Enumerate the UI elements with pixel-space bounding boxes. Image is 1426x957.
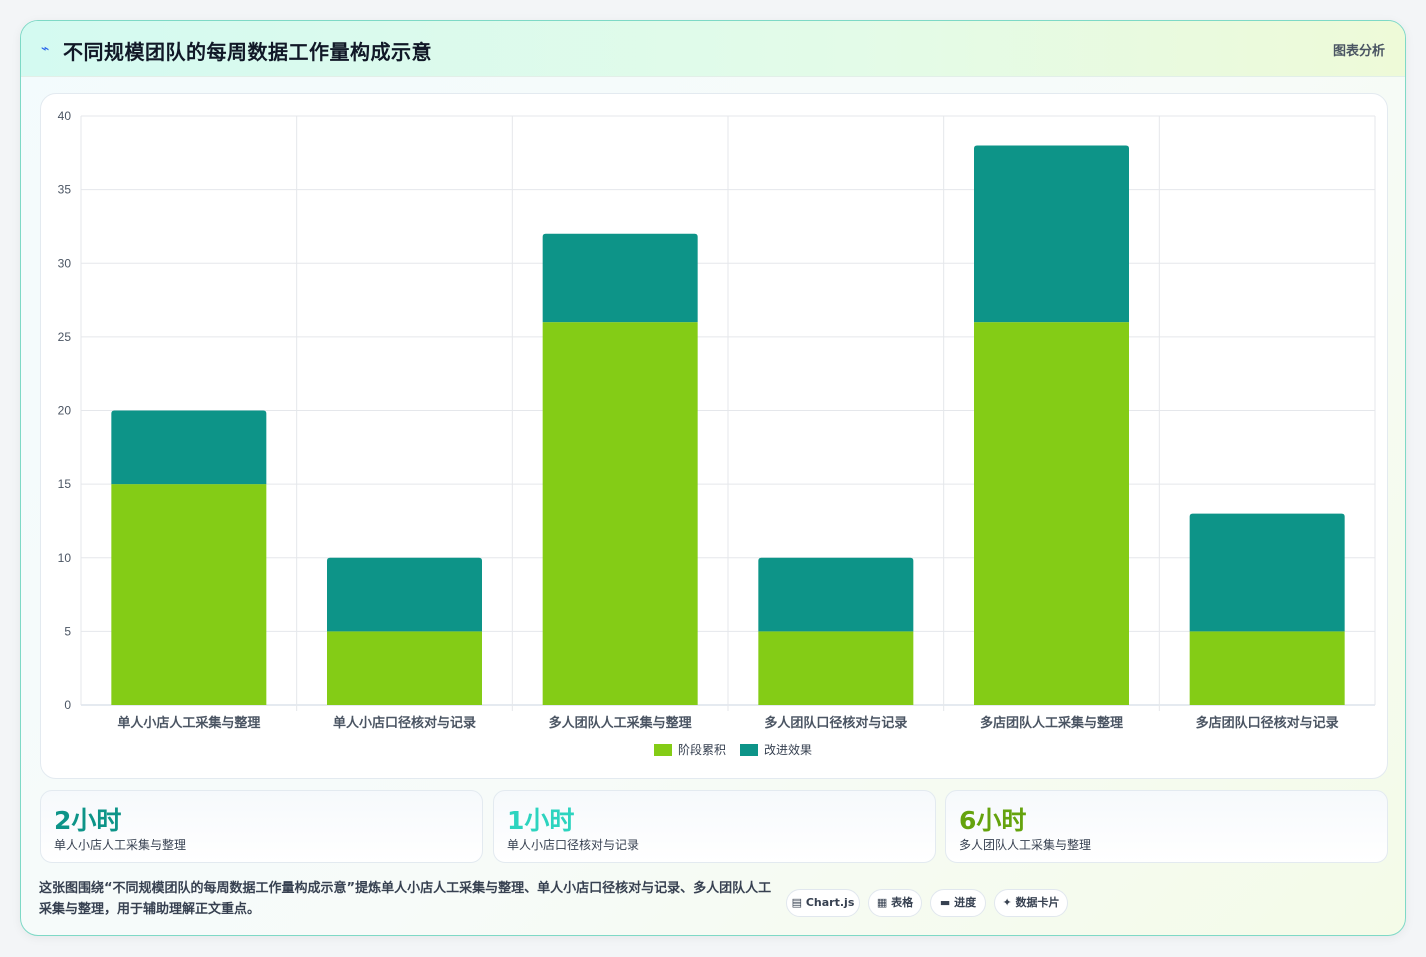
stacked-bar-chart: 0 5 10 15 20 25 30 35 40 单人小店人工采集与整理 单人小店口径核对与记录 多人… bbox=[58, 109, 1376, 757]
bar-segment-1 bbox=[758, 631, 914, 705]
tag-label: 数据卡片 bbox=[1015, 896, 1060, 909]
bar-segment-1 bbox=[1189, 631, 1345, 705]
bar-segment-2 bbox=[327, 557, 482, 632]
tag-label: 表格 bbox=[891, 896, 914, 909]
x-tick-label: 多店团队人工采集与整理 bbox=[980, 715, 1123, 730]
bar-segment-2 bbox=[542, 233, 698, 323]
chart-icon: ▤ bbox=[791, 896, 803, 909]
bar-segment-2 bbox=[758, 557, 914, 632]
kpi-value: 2小时 bbox=[54, 806, 122, 835]
y-tick-label: 10 bbox=[58, 551, 72, 565]
kpi-value: 1小时 bbox=[507, 806, 575, 835]
bar-segment-1 bbox=[327, 631, 482, 705]
y-tick-label: 15 bbox=[58, 477, 72, 491]
x-tick-label: 单人小店人工采集与整理 bbox=[117, 715, 260, 730]
y-tick-label: 5 bbox=[64, 624, 71, 638]
kpi-card-3: 6小时 多人团队人工采集与整理 bbox=[945, 790, 1388, 863]
kpi-label: 单人小店口径核对与记录 bbox=[507, 838, 640, 852]
chart-card: ⌁ 不同规模团队的每周数据工作量构成示意 图表分析 0 5 10 15 20 25 30 35… bbox=[20, 20, 1406, 936]
tag-table[interactable]: ▦ 表格 bbox=[868, 889, 922, 917]
tag-data-card[interactable]: ✦ 数据卡片 bbox=[994, 889, 1068, 917]
x-tick-label: 单人小店口径核对与记录 bbox=[333, 715, 476, 730]
chart-description: 这张图围绕“不同规模团队的每周数据工作量构成示意”提炼单人小店人工采集与整理、单… bbox=[39, 881, 772, 917]
bar-segment-2 bbox=[1189, 513, 1345, 632]
y-tick-label: 20 bbox=[58, 404, 72, 418]
kpi-card-2: 1小时 单人小店口径核对与记录 bbox=[493, 790, 936, 863]
bar-segment-1 bbox=[974, 322, 1129, 705]
chart-panel: 0 5 10 15 20 25 30 35 40 单人小店人工采集与整理 单人小店口径核对与记录 多人… bbox=[40, 93, 1388, 779]
y-tick-label: 0 bbox=[64, 698, 71, 712]
bar-segment-1 bbox=[111, 484, 267, 705]
bar-segment-1 bbox=[542, 322, 698, 705]
table-icon: ▦ bbox=[876, 896, 888, 909]
legend-swatch bbox=[740, 744, 758, 756]
chart-analysis-label: 图表分析 bbox=[1332, 44, 1385, 59]
kpi-value: 6小时 bbox=[959, 806, 1027, 835]
tag-chartjs[interactable]: ▤ Chart.js bbox=[786, 889, 860, 917]
tag-label: 进度 bbox=[954, 896, 977, 909]
y-tick-label: 30 bbox=[58, 256, 72, 270]
y-tick-label: 40 bbox=[58, 109, 72, 123]
kpi-label: 单人小店人工采集与整理 bbox=[54, 838, 187, 852]
legend-label: 改进效果 bbox=[764, 742, 812, 757]
y-tick-label: 25 bbox=[58, 330, 72, 344]
tag-progress[interactable]: ▬ 进度 bbox=[930, 889, 986, 917]
progress-icon: ▬ bbox=[939, 896, 951, 909]
x-tick-label: 多人团队口径核对与记录 bbox=[764, 715, 907, 730]
legend-label: 阶段累积 bbox=[678, 742, 726, 757]
x-tick-label: 多店团队口径核对与记录 bbox=[1196, 715, 1339, 730]
tag-label: Chart.js bbox=[805, 896, 855, 909]
x-tick-label: 多人团队人工采集与整理 bbox=[549, 715, 692, 730]
card-header: ⌁ 不同规模团队的每周数据工作量构成示意 图表分析 bbox=[21, 21, 1405, 77]
y-tick-label: 35 bbox=[58, 183, 72, 197]
kpi-card-1: 2小时 单人小店人工采集与整理 bbox=[40, 790, 483, 863]
kpi-label: 多人团队人工采集与整理 bbox=[959, 838, 1092, 852]
chart-title: 不同规模团队的每周数据工作量构成示意 bbox=[63, 40, 432, 64]
bar-segment-2 bbox=[974, 145, 1129, 323]
sparkle-icon: ✦ bbox=[1002, 896, 1012, 909]
legend-swatch bbox=[654, 744, 672, 756]
sparkline-icon: ⌁ bbox=[41, 41, 50, 57]
bar-segment-2 bbox=[111, 410, 267, 485]
